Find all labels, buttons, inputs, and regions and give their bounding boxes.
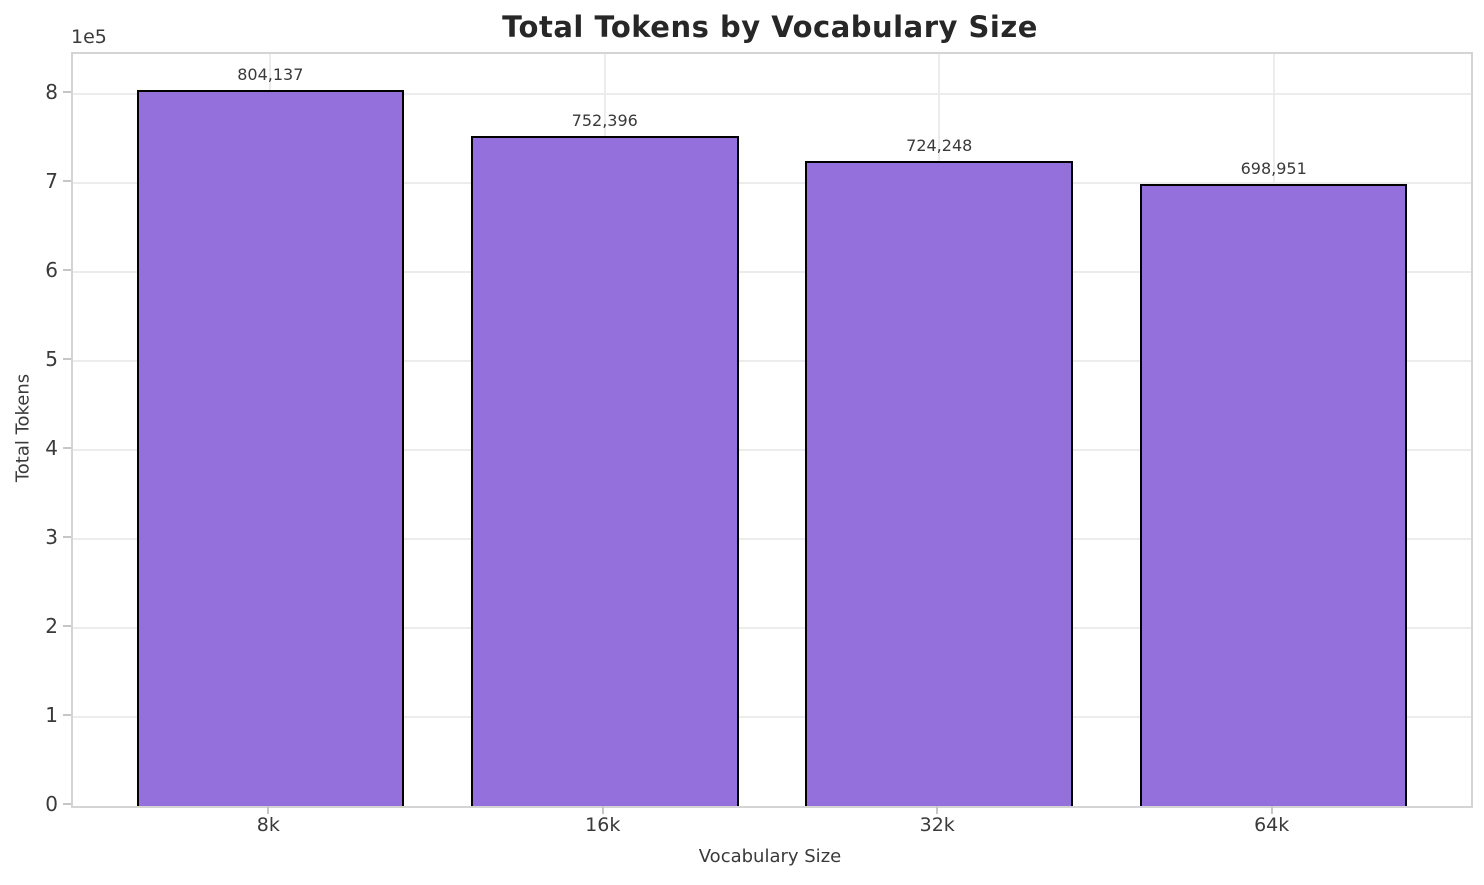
x-tick-label: 32k (919, 814, 955, 836)
bar (805, 161, 1073, 806)
bar-value-label: 724,248 (906, 136, 973, 156)
bar-value-label: 804,137 (237, 65, 304, 85)
y-tick-label: 0 (45, 792, 58, 816)
y-axis-label: Total Tokens (12, 373, 34, 483)
y-tick-label: 6 (45, 258, 58, 283)
bar-value-label: 752,396 (571, 111, 638, 131)
y-tick-mark (63, 269, 71, 272)
y-tick-mark (63, 803, 71, 805)
x-tick-label: 16k (585, 814, 621, 836)
y-tick-mark (63, 625, 71, 627)
y-tick-mark (63, 536, 71, 539)
bar-value-label: 698,951 (1240, 158, 1307, 178)
bar (136, 90, 405, 806)
y-tick-mark (63, 180, 71, 183)
y-tick-mark (63, 91, 71, 94)
x-tick-mark (1270, 806, 1273, 814)
y-tick-mark (63, 714, 71, 716)
bar (1139, 183, 1408, 806)
x-axis-label: Vocabulary Size (698, 846, 842, 867)
h-gridline (73, 360, 1471, 363)
y-tick-label: 7 (45, 169, 58, 194)
y-tick-label: 1 (45, 703, 58, 727)
h-gridline (73, 538, 1471, 541)
y-tick-label: 8 (45, 80, 58, 105)
y-tick-mark (63, 447, 71, 450)
y-tick-label: 5 (45, 347, 58, 372)
x-tick-mark (936, 806, 939, 814)
plot-area: 804,137 752,396 724,248 698,951 (71, 52, 1473, 808)
h-gridline (73, 716, 1471, 718)
h-gridline (73, 271, 1471, 274)
x-tick-mark (267, 806, 270, 814)
x-tick-label: 8k (256, 814, 280, 836)
chart-title: Total Tokens by Vocabulary Size (502, 10, 1038, 44)
bar (470, 136, 739, 806)
h-gridline (73, 93, 1471, 96)
y-tick-label: 2 (45, 614, 58, 638)
h-gridline (73, 182, 1471, 185)
y-tick-label: 4 (45, 436, 58, 461)
h-gridline (73, 449, 1471, 452)
h-gridline (73, 627, 1471, 629)
x-tick-mark (601, 806, 604, 814)
y-axis-offset-label: 1e5 (71, 26, 107, 48)
y-tick-mark (63, 358, 71, 361)
x-tick-label: 64k (1254, 814, 1290, 836)
y-tick-label: 3 (45, 525, 58, 550)
